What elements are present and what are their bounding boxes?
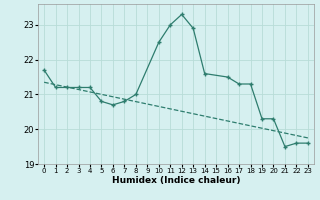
X-axis label: Humidex (Indice chaleur): Humidex (Indice chaleur) [112,176,240,185]
